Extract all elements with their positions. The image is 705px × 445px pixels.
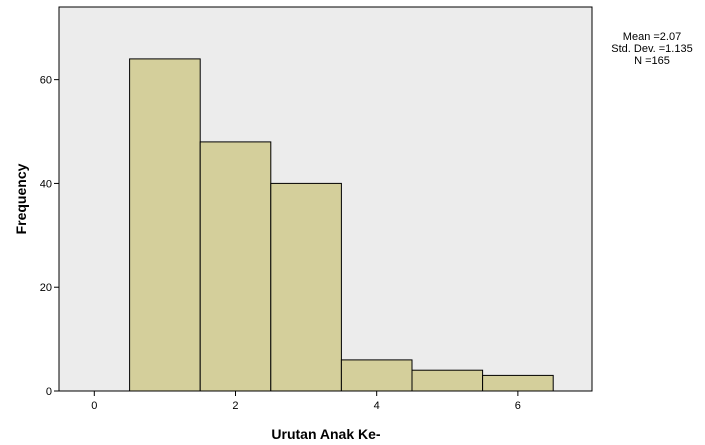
histogram-bar bbox=[270, 182, 342, 392]
y-tick-label: 40 bbox=[40, 178, 52, 190]
y-axis: 0 20 40 60 bbox=[40, 75, 59, 398]
y-tick-label: 0 bbox=[46, 386, 52, 398]
histogram-bar bbox=[199, 141, 272, 392]
y-axis-title: Frequency bbox=[13, 163, 29, 234]
x-axis-title: Urutan Anak Ke- bbox=[271, 426, 381, 442]
stats-mean: Mean =2.07 bbox=[623, 31, 681, 43]
bars-group bbox=[129, 58, 554, 392]
histogram-bar bbox=[129, 58, 201, 392]
stats-std-dev: Std. Dev. =1.135 bbox=[611, 43, 692, 55]
stats-legend: Mean =2.07 Std. Dev. =1.135 N =165 bbox=[611, 31, 692, 67]
x-tick-label: 4 bbox=[374, 400, 380, 412]
histogram-bar bbox=[411, 369, 484, 392]
y-tick-label: 60 bbox=[40, 75, 52, 87]
y-tick-label: 20 bbox=[40, 282, 52, 294]
x-tick-label: 0 bbox=[91, 400, 97, 412]
x-axis: 0 2 4 6 bbox=[91, 391, 521, 412]
stats-n: N =165 bbox=[634, 55, 670, 67]
x-tick-label: 6 bbox=[515, 400, 521, 412]
x-tick-label: 2 bbox=[232, 400, 238, 412]
histogram-bar bbox=[482, 374, 554, 392]
histogram-bar bbox=[340, 359, 413, 392]
